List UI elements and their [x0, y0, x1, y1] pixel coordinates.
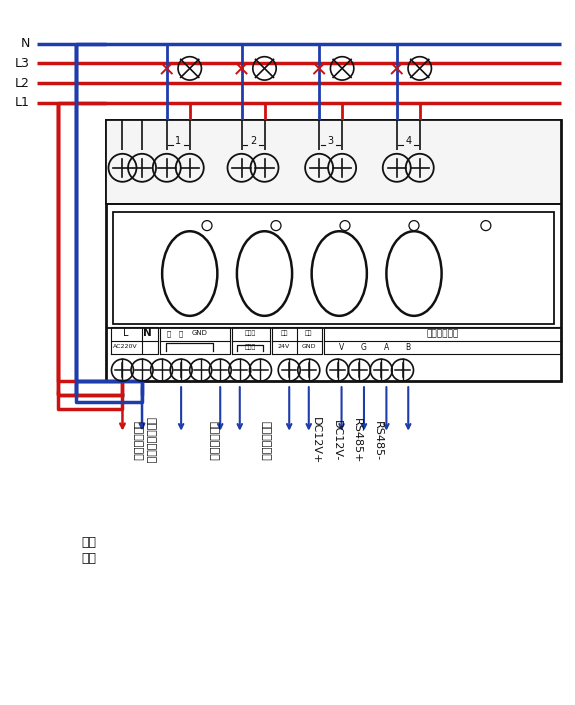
Text: GND: GND	[191, 331, 208, 336]
Text: （消防干接点（: （消防干接点（	[145, 417, 155, 464]
Text: DC12V-: DC12V-	[332, 420, 342, 461]
Text: B: B	[406, 343, 411, 352]
Text: L1: L1	[15, 97, 30, 109]
Text: A: A	[384, 343, 389, 352]
Text: N: N	[21, 37, 30, 50]
Text: V: V	[339, 343, 344, 352]
Text: AC220V: AC220V	[113, 344, 137, 350]
Text: L: L	[122, 329, 128, 338]
Text: RS485+: RS485+	[352, 418, 362, 463]
Text: 消信反: 消信反	[245, 331, 256, 336]
Text: L3: L3	[15, 57, 30, 70]
Text: 工作
电源: 工作 电源	[82, 536, 97, 565]
Text: 4: 4	[405, 136, 411, 146]
Text: L2: L2	[15, 77, 30, 90]
Text: 警: 警	[179, 330, 183, 337]
Text: 消防: 消防	[305, 331, 313, 336]
Text: 3: 3	[328, 136, 334, 146]
Text: DC12V+: DC12V+	[311, 417, 321, 465]
Text: RS485-: RS485-	[373, 421, 383, 460]
FancyBboxPatch shape	[106, 120, 561, 381]
Text: GND: GND	[301, 344, 316, 350]
Text: 消防信号反馈: 消防信号反馈	[209, 421, 218, 460]
Text: 24V: 24V	[278, 344, 290, 350]
Text: 消防联动接口: 消防联动接口	[260, 421, 270, 460]
Text: 1: 1	[175, 136, 181, 146]
Text: 警: 警	[166, 330, 171, 337]
Text: G: G	[361, 343, 367, 352]
Text: N: N	[143, 329, 152, 338]
Text: 防号馈: 防号馈	[245, 345, 256, 350]
Text: 外接点动开关: 外接点动开关	[133, 421, 143, 460]
Text: ４８５数据口: ４８５数据口	[427, 329, 459, 338]
FancyBboxPatch shape	[106, 120, 561, 204]
Text: 消防: 消防	[280, 331, 288, 336]
FancyBboxPatch shape	[113, 212, 554, 324]
Text: 2: 2	[250, 136, 256, 146]
